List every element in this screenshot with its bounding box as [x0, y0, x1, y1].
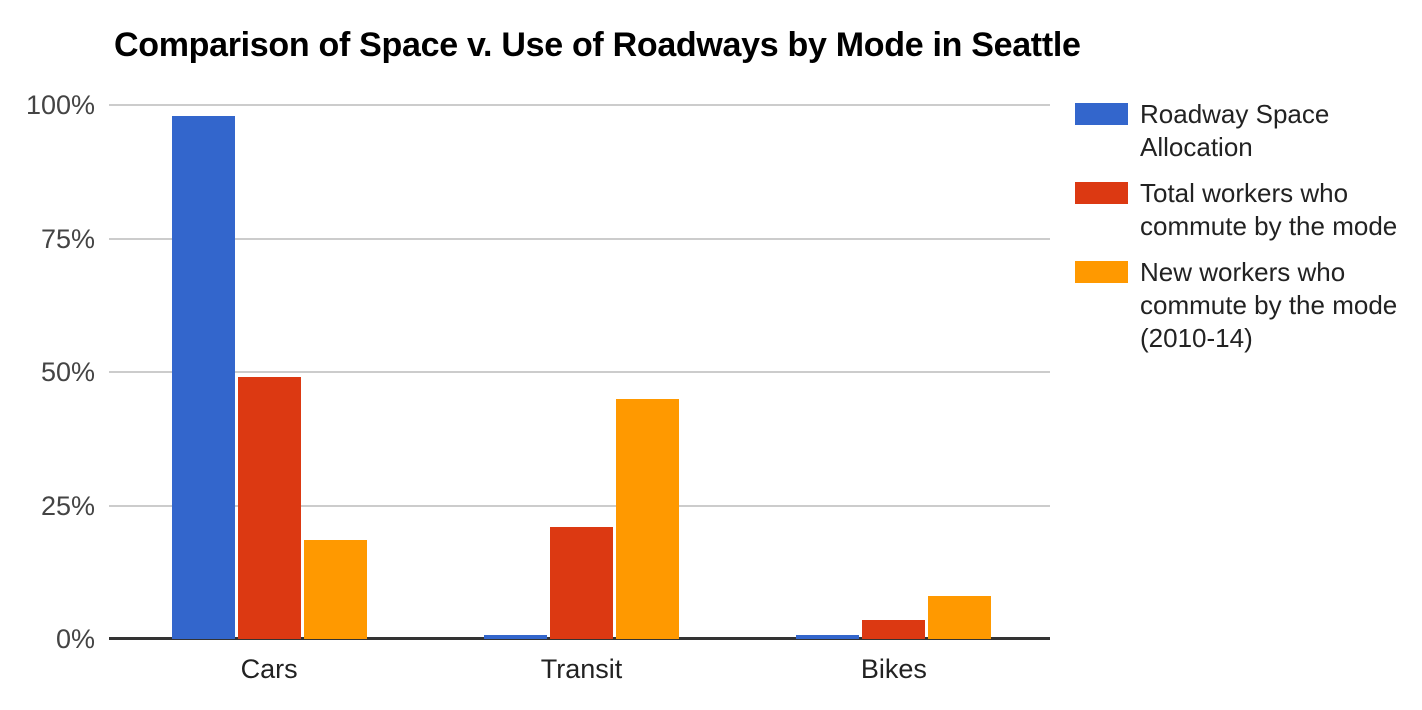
gridline-50 — [109, 371, 1050, 373]
bar-transit-roadway-space-allocation[interactable] — [484, 635, 547, 639]
legend-label: Total workers who commute by the mode — [1140, 177, 1397, 243]
legend-label-line: commute by the mode — [1140, 211, 1398, 241]
bar-cars-total-workers-who-commute-by-the-mode[interactable] — [237, 377, 301, 639]
legend-label: Roadway Space Allocation — [1140, 98, 1329, 164]
legend-item-total-workers-who-commute-by-the-mode: Total workers who commute by the mode — [1075, 177, 1420, 243]
bar-transit-total-workers-who-commute-by-the-mode[interactable] — [550, 526, 613, 639]
legend-swatch-roadway-space-allocation — [1075, 103, 1128, 125]
gridline-100 — [109, 104, 1050, 106]
y-axis-tick-label: 100% — [25, 90, 95, 120]
y-axis-tick-label: 75% — [40, 223, 95, 254]
gridline-25 — [109, 504, 1050, 507]
legend-label-line: Roadway Space — [1140, 99, 1330, 129]
legend-item-roadway-space-allocation: Roadway Space Allocation — [1075, 98, 1420, 164]
y-axis-tick-label: 0% — [55, 624, 95, 654]
y-axis-tick-label: 50% — [40, 357, 95, 387]
legend-label-line: Allocation — [1140, 132, 1253, 162]
legend-item-new-workers-who-commute-by-the-mode-2010-14: New workers who commute by the mode (2010-… — [1075, 256, 1420, 355]
chart-title: Comparison of Space v. Use of Roadways b… — [114, 26, 1081, 64]
legend-swatch-total-workers-who-commute-by-the-mode — [1075, 182, 1128, 204]
legend-label: New workers who commute by the mode (2010-… — [1140, 256, 1397, 355]
legend-label-line: New workers who — [1140, 257, 1346, 287]
bar-transit-new-workers-who-commute-by-the-mode-2010-14[interactable] — [616, 398, 679, 639]
gridline-75 — [109, 237, 1050, 240]
legend-label-line: commute by the mode — [1140, 290, 1398, 320]
bar-bikes-new-workers-who-commute-by-the-mode-2010-14[interactable] — [928, 596, 992, 639]
bar-cars-roadway-space-allocation[interactable] — [171, 115, 235, 639]
bar-bikes-roadway-space-allocation[interactable] — [796, 635, 860, 639]
y-axis-tick-label: 25% — [40, 490, 95, 521]
legend-label-line: (2010-14) — [1140, 323, 1253, 353]
bar-bikes-total-workers-who-commute-by-the-mode[interactable] — [862, 620, 926, 639]
x-axis-label-bikes: Bikes — [860, 654, 927, 684]
legend: Roadway Space Allocation Total workers who… — [1075, 98, 1420, 368]
bar-cars-new-workers-who-commute-by-the-mode-2010-14[interactable] — [303, 540, 367, 639]
x-axis-label-cars: Cars — [240, 654, 298, 684]
legend-label-line: Total workers who — [1140, 178, 1349, 208]
x-axis-label-transit: Transit — [540, 654, 623, 684]
legend-swatch-new-workers-who-commute-by-the-mode-2010-14 — [1075, 261, 1128, 283]
